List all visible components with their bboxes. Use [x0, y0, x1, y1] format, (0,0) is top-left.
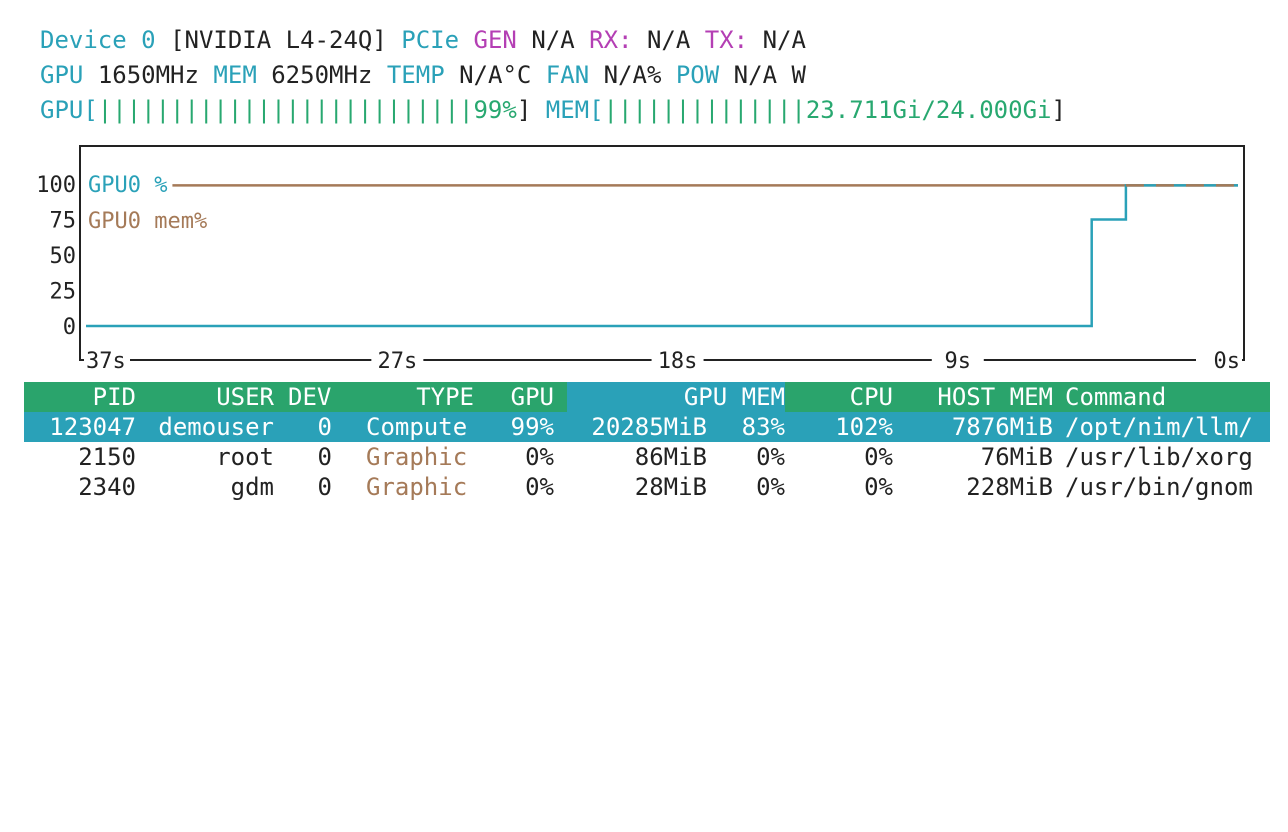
gpu-mem-pct-cell: 0%	[756, 443, 785, 471]
table-header: PID USER DEV TYPE GPU GPU MEM CPU HOST M…	[24, 382, 1270, 412]
rx-label: RX:	[589, 26, 633, 54]
mem-bar-label: MEM[	[545, 96, 604, 124]
col-gpu-mem[interactable]: GPU MEM	[683, 383, 785, 411]
gen-value: N/A	[531, 26, 575, 54]
utilization-chart: 100 75 50 25 0 37s 27s 18s 9s 0s GPU0 % GPU0 mem%	[36, 145, 1245, 374]
col-cpu[interactable]: CPU	[849, 383, 893, 411]
mem-clock-value: 6250MHz	[271, 61, 373, 89]
pcie-label: PCIe	[401, 26, 460, 54]
cpu-cell: 0%	[864, 473, 893, 501]
device-index: 0	[141, 26, 156, 54]
x-tick-label: 9s	[945, 349, 972, 374]
gpu-clock-value: 1650MHz	[97, 61, 199, 89]
pow-value: N/A W	[733, 61, 806, 89]
x-tick-label-bg	[651, 346, 704, 372]
temp-label: TEMP	[386, 61, 445, 89]
device-label: Device	[40, 26, 127, 54]
cpu-cell: 0%	[864, 443, 893, 471]
legend-entry-bg	[84, 170, 173, 200]
fan-value: N/A%	[603, 61, 662, 89]
gpu-mem-pct-cell: 83%	[741, 413, 785, 441]
legend-entry: GPU0 %	[88, 173, 167, 198]
gpu-mem-cell: 20285MiB	[591, 413, 707, 441]
legend-entry: GPU0 mem%	[88, 209, 207, 234]
y-tick-label: 75	[50, 209, 77, 234]
table-row[interactable]: 2150 root 0 Graphic 0% 86MiB 0% 0% 76MiB…	[24, 442, 1270, 472]
gpu-mem-cell: 86MiB	[634, 443, 707, 471]
pid-cell: 123047	[49, 413, 136, 441]
tx-value: N/A	[762, 26, 806, 54]
clock-info-line: GPU 1650MHz MEM 6250MHz TEMP N/A°C FAN N…	[40, 60, 806, 90]
dev-cell: 0	[317, 413, 332, 441]
command-cell: /usr/bin/gnom	[1065, 473, 1253, 501]
mem-clock-label: MEM	[213, 61, 257, 89]
x-tick-label: 0s	[1214, 349, 1241, 374]
mem-usage-bar: ||||||||||||||	[603, 96, 806, 124]
command-cell: /usr/lib/xorg	[1065, 443, 1253, 471]
gpu-bar-close: ]	[516, 96, 532, 124]
gen-label: GEN	[473, 26, 517, 54]
gpu-cell: 0%	[525, 443, 554, 471]
y-tick-label: 0	[63, 315, 76, 340]
x-tick-label-bg	[371, 346, 424, 372]
user-cell: demouser	[158, 413, 274, 441]
x-tick-label: 18s	[658, 349, 698, 374]
col-command[interactable]: Command	[1065, 383, 1167, 411]
y-tick-label: 100	[36, 173, 76, 198]
mem-bar-close: ]	[1051, 96, 1066, 124]
sort-column-highlight	[567, 382, 785, 412]
cpu-cell: 102%	[835, 413, 893, 441]
device-info-line: Device 0 [NVIDIA L4-24Q] PCIe GEN N/A RX…	[40, 25, 806, 55]
y-tick-label: 50	[50, 244, 77, 269]
col-user[interactable]: USER	[216, 383, 274, 411]
pid-cell: 2150	[78, 443, 136, 471]
tx-label: TX:	[704, 26, 749, 54]
series-line-gpu-util	[86, 184, 1238, 328]
temp-value: N/A°C	[459, 61, 532, 89]
x-tick-label-bg	[84, 346, 130, 372]
chart-frame	[79, 145, 1245, 361]
fan-label: FAN	[545, 61, 590, 89]
gpu-cell: 0%	[525, 473, 554, 501]
x-tick-label: 37s	[86, 349, 126, 374]
gpu-mem-pct-cell: 0%	[756, 473, 785, 501]
gpu-bar-label: GPU[	[40, 96, 98, 124]
table-row[interactable]: 123047 demouser 0 Compute 99% 20285MiB 8…	[24, 412, 1270, 442]
dev-cell: 0	[317, 443, 332, 471]
gpu-cell: 99%	[510, 413, 554, 441]
x-tick-label: 27s	[377, 349, 417, 374]
table-row[interactable]: 2340 gdm 0 Graphic 0% 28MiB 0% 0% 228MiB…	[24, 472, 1270, 502]
pid-cell: 2340	[78, 473, 136, 501]
col-dev[interactable]: DEV	[288, 383, 332, 411]
y-tick-label: 25	[50, 280, 77, 305]
usage-bars-line: GPU[||||||||||||||||||||||||||99%] MEM[|…	[40, 95, 1066, 125]
type-cell: Compute	[366, 413, 468, 441]
gpu-mem-cell: 28MiB	[634, 473, 707, 501]
command-cell: /opt/nim/llm/	[1065, 413, 1253, 441]
gpu-usage-bar: ||||||||||||||||||||||||||	[97, 96, 474, 124]
gpu-clock-label: GPU	[40, 61, 84, 89]
legend-entry-bg	[84, 206, 213, 236]
user-cell: gdm	[230, 473, 274, 501]
pow-label: POW	[675, 61, 720, 89]
dev-cell: 0	[317, 473, 332, 501]
user-cell: root	[216, 443, 274, 471]
col-gpu[interactable]: GPU	[510, 383, 554, 411]
gpu-usage-value: 99%	[473, 96, 517, 124]
x-tick-label-bg	[1196, 346, 1242, 372]
host-mem-cell: 76MiB	[980, 443, 1053, 471]
mem-usage-value: 23.711Gi/24.000Gi	[805, 96, 1052, 124]
type-cell: Graphic	[366, 473, 468, 501]
col-host-mem[interactable]: HOST MEM	[937, 383, 1053, 411]
rx-value: N/A	[646, 26, 691, 54]
device-name: [NVIDIA L4-24Q]	[170, 26, 387, 54]
host-mem-cell: 228MiB	[966, 473, 1053, 501]
col-type[interactable]: TYPE	[416, 383, 474, 411]
type-cell: Graphic	[366, 443, 468, 471]
col-pid[interactable]: PID	[92, 383, 136, 411]
host-mem-cell: 7876MiB	[951, 413, 1053, 441]
x-tick-label-bg	[931, 346, 984, 372]
